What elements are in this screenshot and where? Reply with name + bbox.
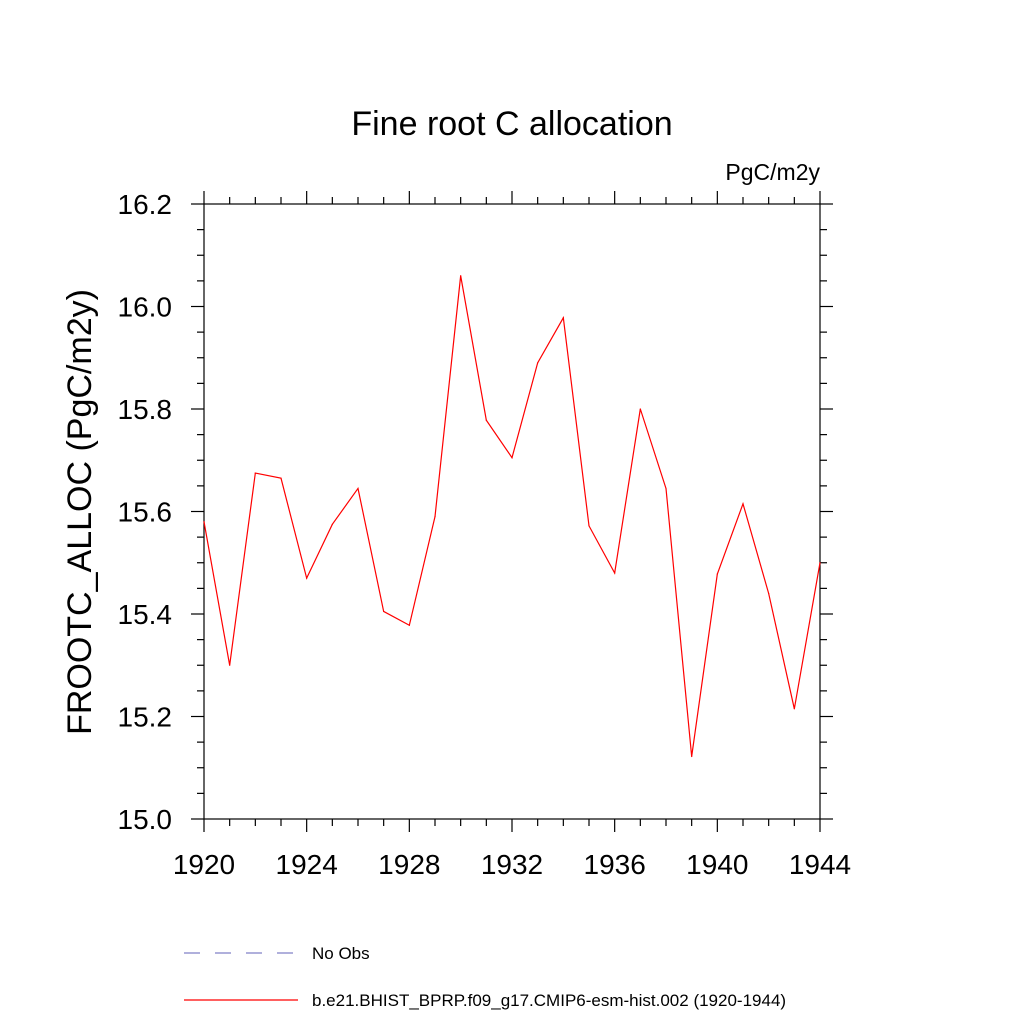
- data-point: [819, 562, 821, 564]
- x-tick-label: 1944: [789, 849, 851, 880]
- data-point: [485, 419, 487, 421]
- x-tick-label: 1936: [584, 849, 646, 880]
- y-axis-label: FROOTC_ALLOC (PgC/m2y): [61, 289, 99, 735]
- data-point: [691, 755, 693, 758]
- x-tick-label: 1940: [686, 849, 748, 880]
- data-point: [254, 472, 256, 474]
- y-tick-label: 16.0: [118, 292, 173, 323]
- plot-area: 1920 1924 1928 1932 1936 1940 1944 15.0 15.2 15.4…: [118, 189, 852, 880]
- x-tick-label: 1928: [378, 849, 440, 880]
- data-point: [639, 408, 641, 410]
- data-point: [588, 525, 590, 527]
- data-point: [793, 708, 795, 710]
- data-point: [768, 592, 770, 595]
- data-point: [203, 521, 205, 523]
- units-label: PgC/m2y: [725, 159, 820, 185]
- y-tick-label: 15.8: [118, 394, 173, 425]
- y-tick-label: 15.4: [118, 599, 173, 630]
- x-tick-label: 1920: [173, 849, 235, 880]
- x-tick-label: 1932: [481, 849, 543, 880]
- data-point: [665, 487, 667, 490]
- data-point: [614, 572, 616, 574]
- data-point: [331, 523, 333, 525]
- legend-label: b.e21.BHIST_BPRP.f09_g17.CMIP6-esm-hist.…: [312, 991, 786, 1010]
- series-line: [203, 275, 821, 757]
- data-point: [511, 457, 513, 459]
- data-point: [280, 477, 282, 479]
- y-tick-label: 15.2: [118, 702, 173, 733]
- data-point: [434, 516, 436, 518]
- data-point: [306, 577, 308, 579]
- x-tick-label: 1924: [276, 849, 338, 880]
- data-point: [562, 317, 564, 319]
- plot-frame: [203, 203, 821, 820]
- data-point: [742, 503, 744, 505]
- data-point: [537, 362, 539, 364]
- chart-title: Fine root C allocation: [351, 105, 672, 143]
- y-tick-label: 15.6: [118, 497, 173, 528]
- data-point: [383, 610, 385, 613]
- data-point: [229, 664, 231, 666]
- data-point: [460, 275, 462, 277]
- legend: No Obs b.e21.BHIST_BPRP.f09_g17.CMIP6-esm…: [184, 944, 786, 1010]
- data-point: [357, 487, 359, 490]
- data-point: [716, 573, 718, 575]
- data-point: [408, 624, 410, 626]
- y-tick-label: 15.0: [118, 804, 173, 835]
- y-tick-label: 16.2: [118, 189, 173, 220]
- legend-label: No Obs: [312, 944, 370, 963]
